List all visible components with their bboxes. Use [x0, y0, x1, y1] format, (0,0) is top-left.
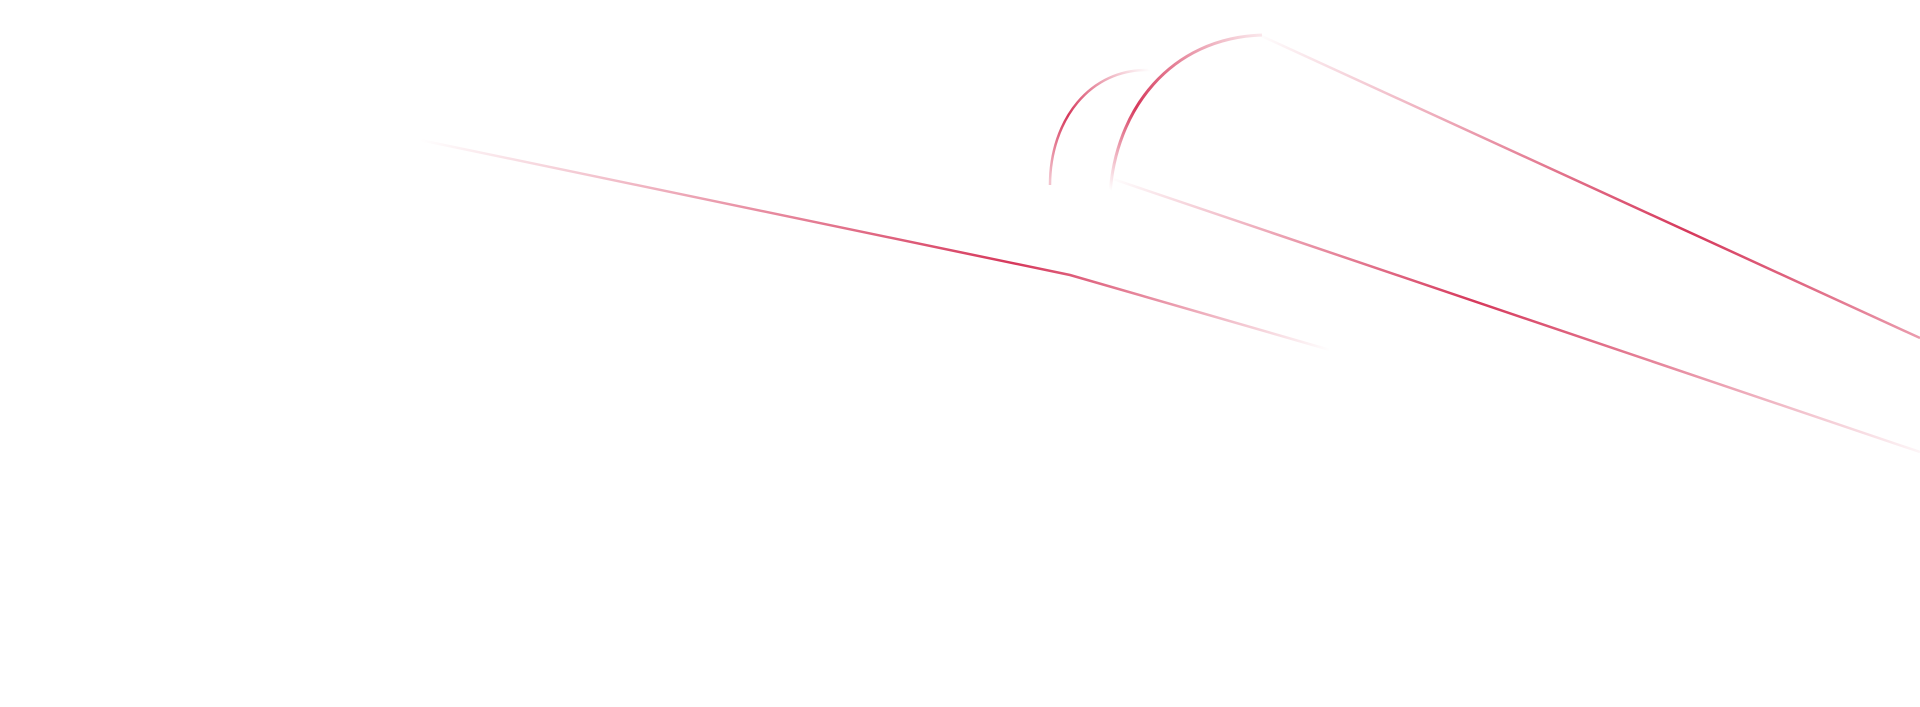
- arc-large: [1108, 33, 1263, 196]
- diagonal-line-lower-right: [1109, 176, 1920, 454]
- diagonal-line-left: [419, 138, 1331, 352]
- diagonal-line-upper-right: [1254, 31, 1920, 340]
- arc-small: [1048, 68, 1151, 186]
